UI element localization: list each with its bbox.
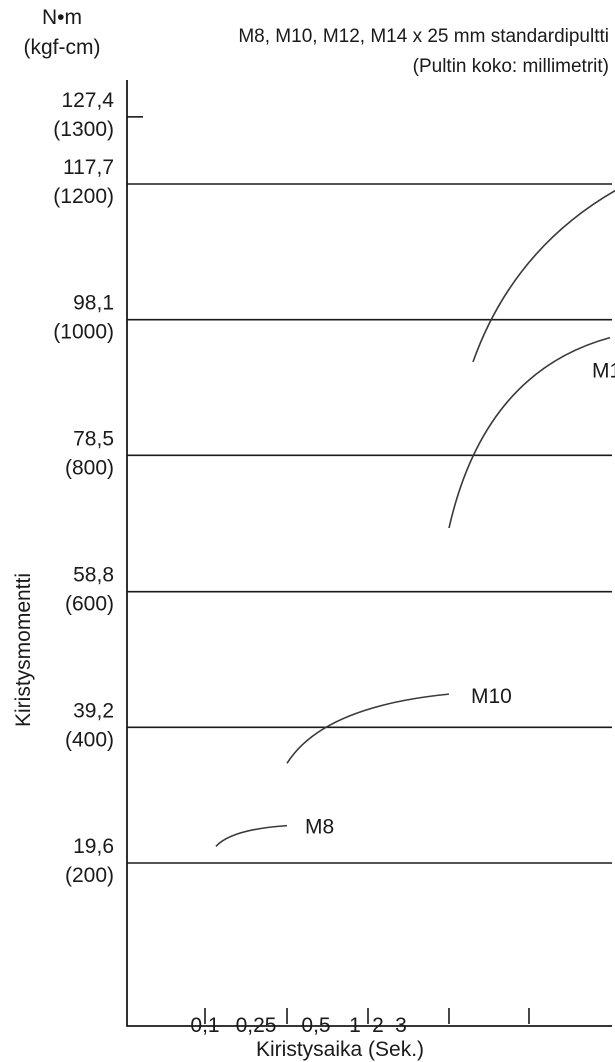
x-axis-title: Kiristysaika (Sek.) (256, 1038, 424, 1061)
y-tick-label-nm: 39,2 (73, 699, 114, 722)
series-curve-m14 (472, 189, 615, 363)
series-label-m12: M12 (592, 360, 615, 383)
x-tick-label: 2 (372, 1014, 384, 1037)
label-layer: 19,6 (200) 39,2 (400) 58,8 (600) 78,5 (800) 98,1… (53, 89, 615, 1037)
y-tick-label-kgf: (200) (65, 864, 114, 887)
y-tick-label-kgf: (400) (65, 728, 114, 751)
series-label-m10: M10 (471, 685, 512, 708)
axis-frame (126, 80, 612, 1027)
chart-subtitle: (Pultin koko: millimetrit) (413, 56, 609, 77)
y-tick-label-kgf: (1200) (53, 185, 114, 208)
series-layer (215, 189, 615, 847)
y-tick-label-kgf: (1000) (53, 321, 114, 344)
y-tick-label-nm: 127,4 (61, 89, 114, 112)
y-unit-bottom: (kgf-cm) (24, 36, 101, 59)
x-tick-label: 3 (395, 1014, 407, 1037)
x-tick-label: 1 (349, 1014, 361, 1037)
y-axis-title: Kiristysmomentti (12, 573, 35, 727)
x-tick-label: 0,1 (190, 1014, 219, 1037)
x-tick-label: 0,5 (301, 1014, 330, 1037)
y-tick-label-kgf: (600) (65, 593, 114, 616)
chart-title: M8, M10, M12, M14 x 25 mm standardipultt… (238, 26, 609, 47)
y-tick-label-nm: 117,7 (63, 156, 114, 179)
series-label-m8: M8 (305, 816, 334, 839)
y-unit-top: N•m (42, 6, 82, 29)
series-curve-m8 (215, 824, 288, 847)
y-tick-label-kgf: (800) (65, 456, 114, 479)
y-tick-label-nm: 58,8 (73, 564, 114, 587)
y-tick-label-nm: 98,1 (73, 292, 114, 315)
y-tick-label-nm: 19,6 (73, 835, 114, 858)
axis-layer (126, 80, 612, 1027)
series-curve-m12 (448, 336, 611, 529)
grid-layer (127, 116, 612, 864)
y-tick-label-nm: 78,5 (73, 427, 114, 450)
x-tick-label: 0,25 (236, 1014, 277, 1037)
y-tick-label-kgf: (1300) (53, 118, 114, 141)
series-curve-m10 (286, 693, 450, 764)
